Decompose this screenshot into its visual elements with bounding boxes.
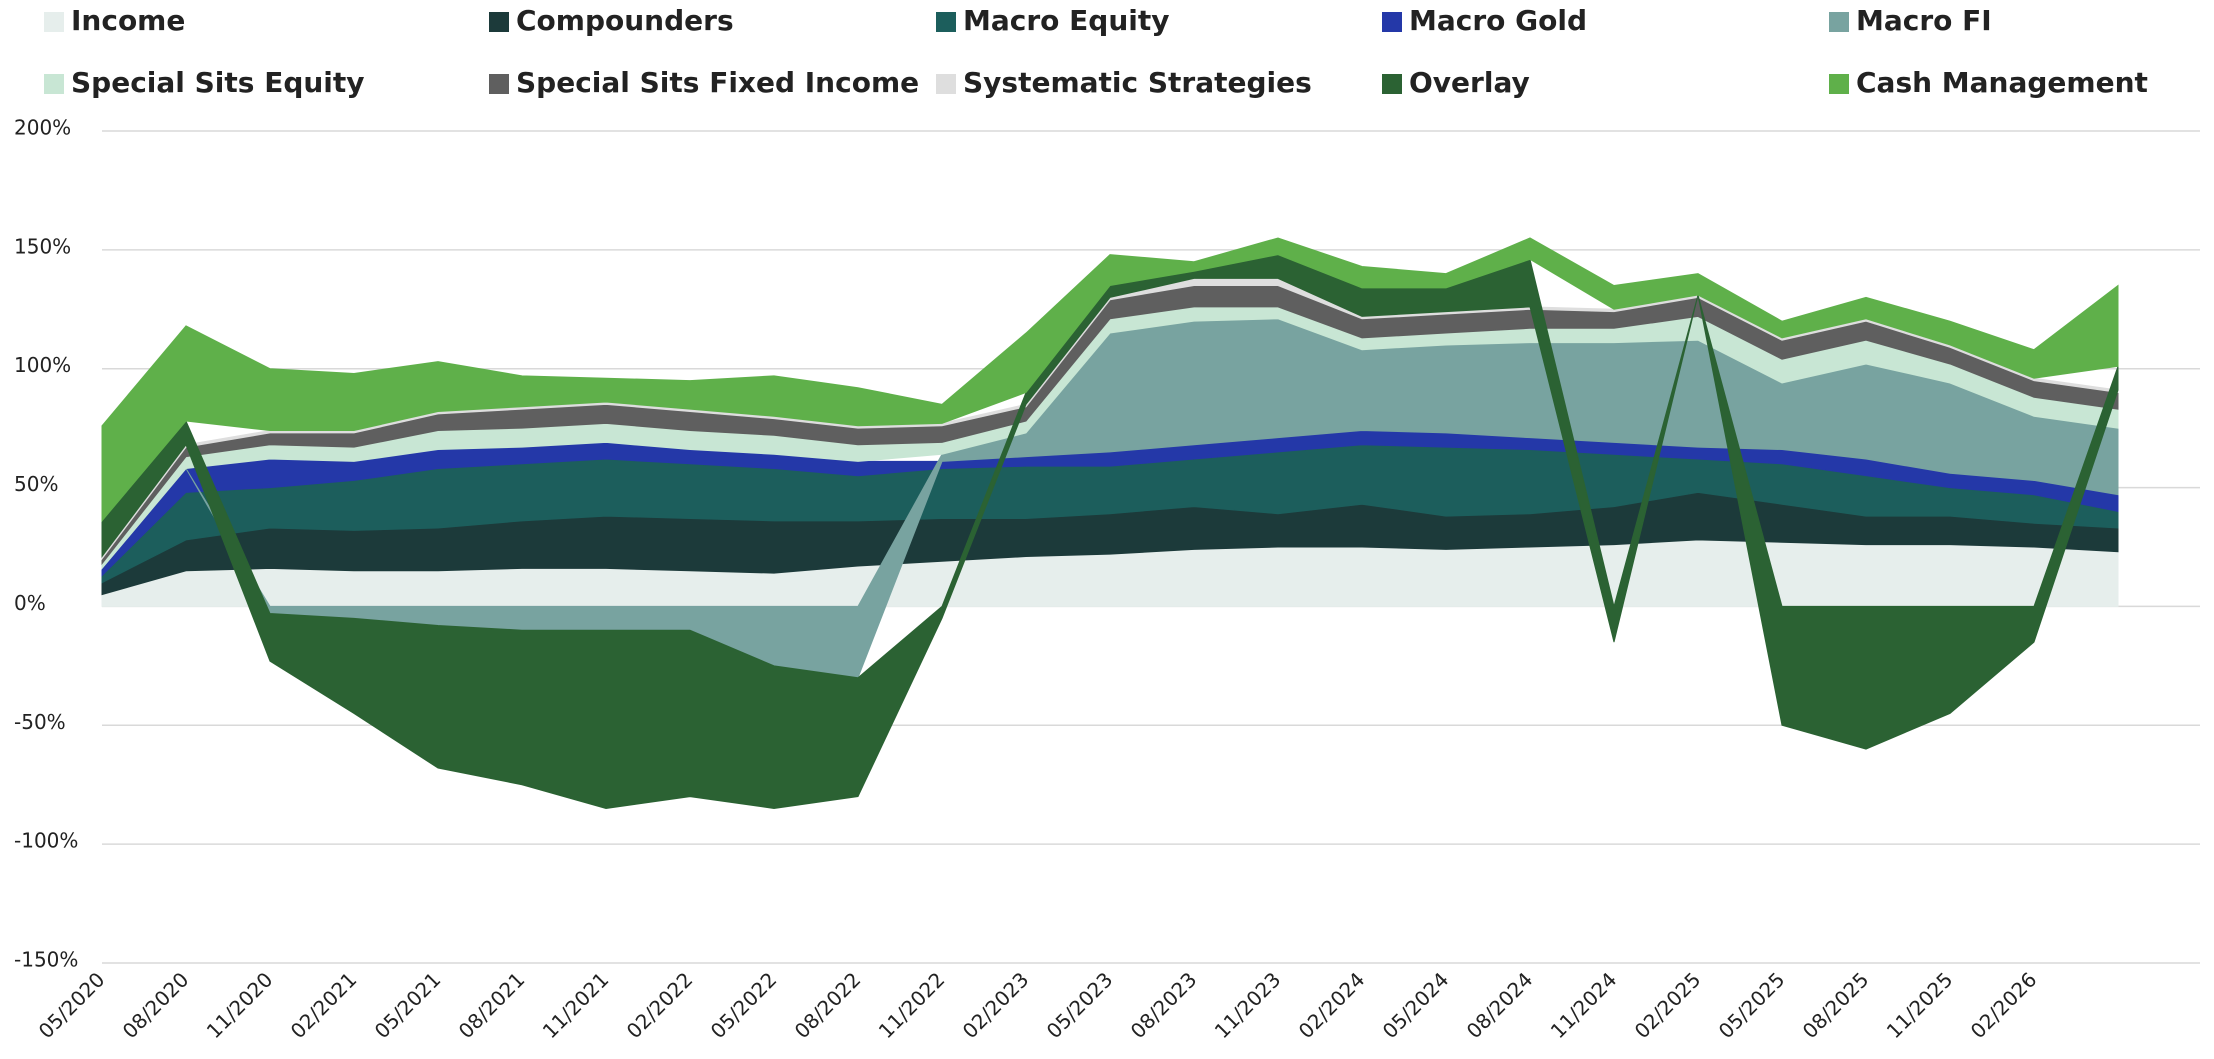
x-tick-label: 08/2022 [790, 967, 866, 1043]
legend-swatch [1829, 74, 1849, 94]
area [101, 254, 2119, 809]
y-tick-label: 150% [14, 234, 71, 258]
legend-swatch [44, 74, 64, 94]
x-tick-label: 11/2022 [874, 967, 950, 1043]
legend-swatch [489, 12, 509, 32]
area [101, 237, 2119, 523]
x-tick-label: 08/2024 [1462, 967, 1538, 1043]
x-tick-label: 02/2026 [1966, 967, 2042, 1043]
legend-label: Compounders [516, 4, 734, 37]
y-tick-label: 0% [14, 591, 46, 615]
legend-swatch [936, 12, 956, 32]
legend-label: Macro Gold [1409, 4, 1587, 37]
x-tick-label: 05/2020 [34, 967, 110, 1043]
x-tick-label: 05/2024 [1378, 967, 1454, 1043]
x-tick-label: 02/2024 [1294, 967, 1370, 1043]
x-tick-label: 11/2024 [1546, 967, 1622, 1043]
x-tick-label: 08/2023 [1126, 967, 1202, 1043]
legend-label: Systematic Strategies [963, 66, 1312, 99]
legend-swatch [1382, 74, 1402, 94]
x-tick-label: 02/2025 [1630, 967, 1706, 1043]
x-tick-label: 02/2021 [286, 967, 362, 1043]
x-tick-label: 11/2025 [1882, 967, 1958, 1043]
x-tick-label: 05/2021 [370, 967, 446, 1043]
legend-label: Income [71, 4, 185, 37]
legend-swatch [1829, 12, 1849, 32]
x-tick-label: 11/2021 [538, 967, 614, 1043]
legend-label: Special Sits Equity [71, 66, 365, 99]
legend-label: Macro FI [1856, 4, 1992, 37]
y-tick-label: -150% [14, 948, 78, 972]
legend-label: Macro Equity [963, 4, 1170, 37]
y-tick-label: 50% [14, 472, 58, 496]
legend-swatch [936, 74, 956, 94]
legend-swatch [44, 12, 64, 32]
x-tick-label: 08/2025 [1798, 967, 1874, 1043]
y-tick-label: 100% [14, 353, 71, 377]
legend-label: Special Sits Fixed Income [516, 66, 919, 99]
x-tick-label: 02/2023 [958, 967, 1034, 1043]
x-tick-label: 05/2022 [706, 967, 782, 1043]
x-tick-label: 02/2022 [622, 967, 698, 1043]
legend-label: Cash Management [1856, 66, 2148, 99]
x-tick-label: 08/2021 [454, 967, 530, 1043]
legend-swatch [489, 74, 509, 94]
x-tick-label: 08/2020 [118, 967, 194, 1043]
x-tick-label: 05/2023 [1042, 967, 1118, 1043]
y-tick-label: -100% [14, 829, 78, 853]
y-tick-label: 200% [14, 116, 71, 140]
x-tick-label: 05/2025 [1714, 967, 1790, 1043]
legend-label: Overlay [1409, 66, 1530, 99]
legend-swatch [1382, 12, 1402, 32]
x-tick-label: 11/2020 [202, 967, 278, 1043]
x-tick-label: 11/2023 [1210, 967, 1286, 1043]
y-tick-label: -50% [14, 710, 66, 734]
